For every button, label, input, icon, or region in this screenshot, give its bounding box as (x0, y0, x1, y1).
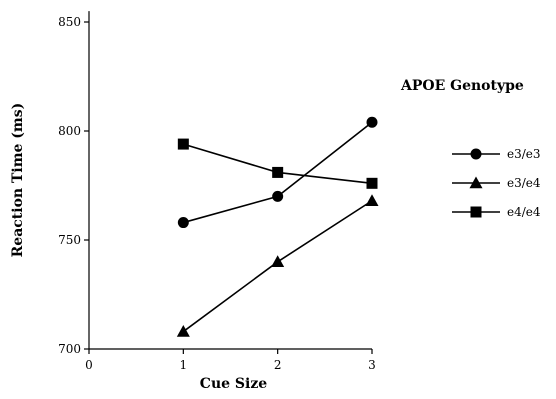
legend-label: e3/e4 (507, 176, 541, 190)
data-point (272, 190, 284, 202)
x-axis-title: Cue Size (200, 376, 267, 392)
data-point (271, 255, 285, 267)
x-ticks: 0 1 2 3 (85, 349, 376, 372)
series-e3-e4 (176, 194, 379, 337)
data-point (176, 325, 190, 337)
y-tick-label: 850 (58, 15, 81, 29)
series-e3-e3 (177, 116, 378, 229)
series-layer (176, 116, 379, 337)
legend-marker (469, 176, 483, 189)
x-tick-label: 1 (180, 358, 188, 372)
legend-item: e4/e4 (452, 205, 541, 219)
data-point (366, 177, 378, 189)
series-e4-e4 (177, 138, 378, 189)
data-point (365, 194, 379, 206)
y-tick-label: 800 (58, 124, 81, 138)
x-tick-label: 2 (274, 358, 282, 372)
x-tick-label: 0 (85, 358, 93, 372)
data-point (272, 166, 284, 178)
data-point (366, 116, 378, 128)
legend-title: APOE Genotype (400, 78, 524, 94)
y-ticks: 700 750 800 850 (58, 15, 89, 356)
legend-label: e3/e3 (507, 147, 541, 161)
legend-label: e4/e4 (507, 205, 541, 219)
legend-marker (470, 148, 482, 160)
legend-item: e3/e3 (452, 147, 541, 161)
y-tick-label: 750 (58, 233, 81, 247)
axes (88, 11, 372, 350)
data-point (177, 217, 189, 229)
legend-marker (470, 206, 482, 218)
x-tick-label: 3 (368, 358, 376, 372)
legend-item: e3/e4 (452, 176, 541, 190)
data-point (177, 138, 189, 150)
y-tick-label: 700 (58, 342, 81, 356)
legend: APOE Genotype e3/e3 e3/e4 e4/e4 (400, 78, 541, 219)
y-axis-title: Reaction Time (ms) (10, 103, 26, 258)
